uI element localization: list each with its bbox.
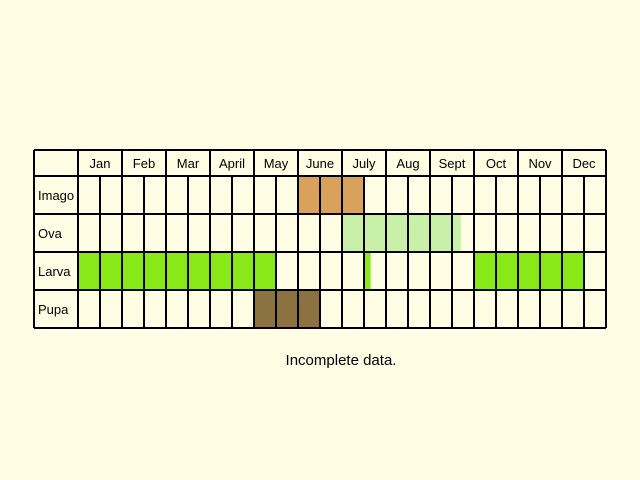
month-label-april: April (219, 156, 245, 171)
period-larva-0 (78, 252, 276, 290)
stage-label-ova: Ova (38, 226, 63, 241)
period-larva-2 (474, 252, 584, 290)
month-label-june: June (306, 156, 334, 171)
month-label-oct: Oct (486, 156, 507, 171)
incomplete-data-note: Incomplete data. (285, 352, 397, 369)
month-label-sept: Sept (439, 156, 466, 171)
period-ova-0 (342, 214, 461, 252)
month-label-dec: Dec (572, 156, 596, 171)
stage-label-larva: Larva (38, 264, 71, 279)
month-label-mar: Mar (177, 156, 200, 171)
period-pupa-0 (254, 290, 320, 328)
month-label-nov: Nov (528, 156, 552, 171)
month-label-may: May (264, 156, 289, 171)
period-imago-0 (298, 176, 364, 214)
month-label-aug: Aug (396, 156, 419, 171)
month-label-july: July (352, 156, 376, 171)
stage-label-imago: Imago (38, 188, 74, 203)
month-label-jan: Jan (90, 156, 111, 171)
period-larva-1 (364, 252, 371, 290)
stage-label-pupa: Pupa (38, 302, 69, 317)
month-label-feb: Feb (133, 156, 155, 171)
